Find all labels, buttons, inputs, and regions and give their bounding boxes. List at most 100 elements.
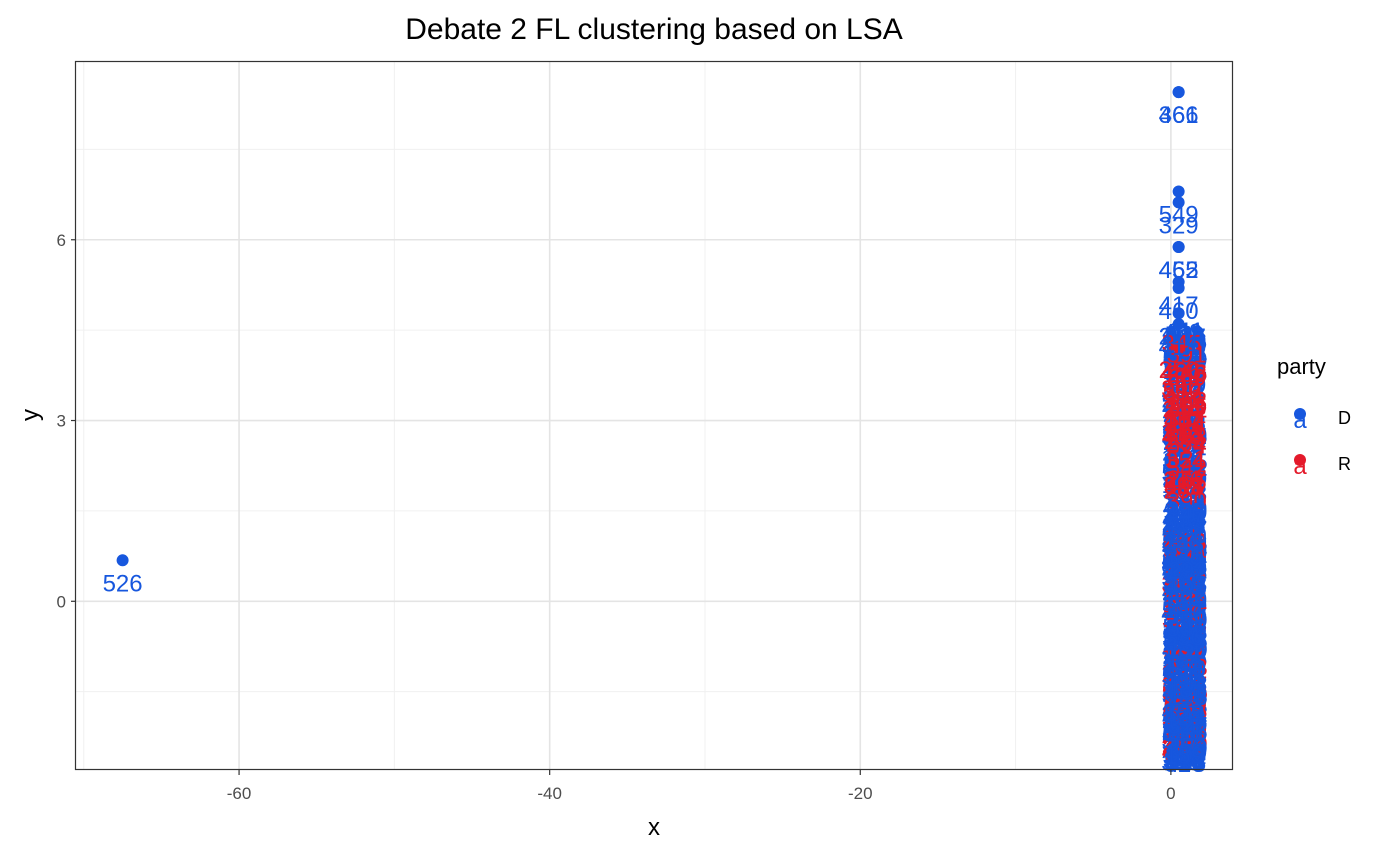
cluster-label: 159 xyxy=(1167,541,1207,568)
cluster-label: 487 xyxy=(1164,407,1204,434)
cluster-label: 190 xyxy=(1168,637,1208,664)
cluster-label: 324 xyxy=(1167,634,1207,661)
cluster-label: 207 xyxy=(1165,709,1205,736)
cluster-label: 486 xyxy=(1168,719,1208,746)
cluster-label: 499 xyxy=(1168,347,1208,374)
cluster-label: 127 xyxy=(1167,672,1207,699)
cluster-label: 257 xyxy=(1164,710,1204,737)
cluster-label: 129 xyxy=(1166,669,1206,696)
cluster-label: 302 xyxy=(1164,358,1204,385)
cluster-label: 243 xyxy=(1165,477,1205,504)
cluster-label: 379 xyxy=(1161,566,1201,593)
cluster-label: 343 xyxy=(1165,645,1205,672)
cluster-label: 363 xyxy=(1166,394,1206,421)
cluster-label: 173 xyxy=(1166,514,1206,541)
cluster-label: 270 xyxy=(1163,467,1203,494)
cluster-label: 230 xyxy=(1167,496,1207,523)
cluster-label: 354 xyxy=(1165,447,1205,474)
cluster-label: 175 xyxy=(1163,649,1203,676)
cluster-label: 407 xyxy=(1165,560,1205,587)
x-tick-label: -20 xyxy=(848,784,873,803)
cluster-label: 559 xyxy=(1167,739,1207,766)
cluster-label: 114 xyxy=(1162,643,1200,670)
cluster-label: 491 xyxy=(1163,715,1203,742)
cluster-label: 109 xyxy=(1162,504,1202,531)
cluster-label: 556 xyxy=(1166,547,1206,574)
cluster-label: 388 xyxy=(1162,478,1202,505)
cluster-label: 122 xyxy=(1166,539,1206,566)
cluster-label: 402 xyxy=(1165,495,1205,522)
cluster-label: 219 xyxy=(1165,366,1205,393)
cluster-label: 124 xyxy=(1164,615,1204,642)
cluster-label: 372 xyxy=(1162,570,1202,597)
cluster-label: 188 xyxy=(1162,457,1202,484)
cluster-label: 323 xyxy=(1166,574,1206,601)
cluster-label: 114 xyxy=(1164,711,1202,738)
cluster-label: 254 xyxy=(1165,631,1205,658)
cluster-label: 519 xyxy=(1161,460,1201,487)
cluster-label: 307 xyxy=(1164,640,1204,667)
cluster-label: 381 xyxy=(1165,748,1205,775)
cluster-label: 189 xyxy=(1167,715,1207,742)
cluster-label: 140 xyxy=(1163,447,1203,474)
cluster-label: 196 xyxy=(1165,744,1205,771)
cluster-label: 360 xyxy=(1165,748,1205,775)
cluster-label: 451 xyxy=(1166,601,1206,628)
cluster-label: 464 xyxy=(1165,489,1205,516)
cluster-label: 210 xyxy=(1163,401,1203,428)
cluster-label: 327 xyxy=(1168,713,1208,740)
cluster-label: 143 xyxy=(1161,352,1201,379)
cluster-label: 493 xyxy=(1167,705,1207,732)
cluster-label: 232 xyxy=(1163,408,1203,435)
cluster-label: 145 xyxy=(1162,579,1202,606)
cluster-label: 458 xyxy=(1168,693,1208,720)
cluster-label: 435 xyxy=(1164,447,1204,474)
cluster-label: 405 xyxy=(1165,565,1205,592)
cluster-label: 352 xyxy=(1165,744,1205,771)
cluster-label: 286 xyxy=(1165,405,1205,432)
cluster-label: 323 xyxy=(1162,513,1202,540)
cluster-label: 220 xyxy=(1165,686,1205,713)
cluster-label: 316 xyxy=(1168,628,1208,655)
data-points xyxy=(116,86,1185,567)
cluster-label: 575 xyxy=(1167,560,1207,587)
cluster-label: 300 xyxy=(1162,532,1202,559)
cluster-label: 559 xyxy=(1162,679,1202,706)
cluster-label: 397 xyxy=(1166,750,1206,777)
cluster-label: 234 xyxy=(1162,673,1202,700)
cluster-label: 249 xyxy=(1165,738,1205,765)
cluster-label: 386 xyxy=(1167,616,1207,643)
cluster-label: 544 xyxy=(1163,697,1203,724)
point-label: 460 xyxy=(1159,298,1199,325)
cluster-label: 264 xyxy=(1166,431,1206,458)
cluster-label: 442 xyxy=(1162,637,1202,664)
cluster-label: 555 xyxy=(1166,643,1206,670)
cluster-label: 574 xyxy=(1167,433,1207,460)
cluster-label: 201 xyxy=(1167,616,1207,643)
cluster-label: 253 xyxy=(1164,683,1204,710)
cluster-label: 412 xyxy=(1163,616,1203,643)
cluster-label: 374 xyxy=(1162,677,1202,704)
cluster-label: 297 xyxy=(1163,649,1203,676)
cluster-label: 449 xyxy=(1163,618,1203,645)
cluster-label: 101 xyxy=(1163,537,1203,564)
cluster-label: 301 xyxy=(1162,627,1202,654)
cluster-label: 374 xyxy=(1163,577,1203,604)
data-point xyxy=(1172,281,1185,294)
cluster-label: 462 xyxy=(1166,345,1206,372)
cluster-label: 240 xyxy=(1165,420,1205,447)
cluster-label: 143 xyxy=(1162,552,1202,579)
cluster-label: 429 xyxy=(1165,658,1205,685)
cluster-label: 210 xyxy=(1162,465,1202,492)
cluster-label: 173 xyxy=(1161,419,1201,446)
cluster-label: 259 xyxy=(1161,734,1201,761)
cluster-label: 348 xyxy=(1164,531,1204,558)
cluster-label: 496 xyxy=(1167,329,1207,356)
cluster-label: 176 xyxy=(1163,710,1203,737)
cluster-label: 489 xyxy=(1168,499,1208,526)
cluster-label: 569 xyxy=(1166,364,1206,391)
cluster-label: 263 xyxy=(1168,530,1208,557)
plot-panel-border xyxy=(74,60,1234,771)
cluster-label: 432 xyxy=(1163,506,1203,533)
cluster-label: 308 xyxy=(1166,663,1206,690)
